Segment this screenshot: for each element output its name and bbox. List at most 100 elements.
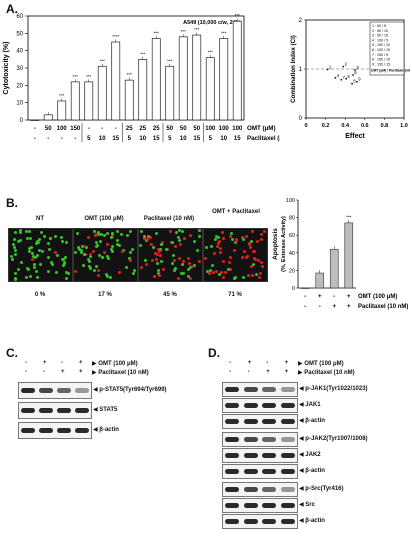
y-tick-label: 20	[289, 268, 295, 274]
cell-dot	[192, 240, 196, 244]
protein-band	[280, 518, 295, 524]
cell-dot	[229, 255, 232, 259]
paclitaxel-sign: -	[304, 303, 306, 310]
cell-dot	[17, 239, 21, 243]
protein-band	[262, 418, 277, 424]
cell-dot	[204, 257, 208, 261]
cell-dot	[35, 241, 39, 245]
micro-image-nt	[8, 228, 73, 282]
cell-dot	[214, 270, 218, 274]
apoptosis-bar-chart: 0 20 40 60 80 100 Apoptosis (%, Esterase Activi…	[272, 198, 408, 310]
protein-band	[225, 486, 240, 492]
cell-dot	[61, 240, 65, 244]
cell-dot	[80, 251, 84, 255]
protein-band	[243, 486, 258, 492]
cell-dot	[47, 242, 51, 246]
micro-title-combo: OMT + Paclitaxel	[212, 209, 260, 215]
cell-dot	[219, 250, 223, 254]
paclitaxel-dose-label: 15	[112, 136, 119, 142]
legend-entry: 1 : 50 / 5	[372, 24, 386, 28]
protein-band	[243, 418, 258, 424]
significance-mark: ***	[194, 27, 200, 32]
cell-dot	[75, 231, 79, 235]
cell-dot	[116, 229, 120, 233]
cell-dot	[19, 238, 23, 242]
omt-sign: +	[347, 293, 351, 300]
protein-band	[225, 518, 240, 524]
cell-dot	[170, 241, 174, 245]
cell-dot	[92, 269, 96, 273]
paclitaxel-dose-label: 15	[193, 136, 200, 142]
cell-dot	[110, 245, 114, 249]
cell-dot	[143, 236, 147, 240]
y-tick-label: 60	[16, 14, 23, 20]
cell-dot	[217, 236, 220, 240]
omt-dose-label: 50	[180, 126, 187, 132]
cell-dot	[116, 242, 120, 246]
cell-dot	[242, 276, 246, 280]
cell-dot	[220, 231, 224, 235]
protein-band	[39, 387, 53, 393]
cell-dot	[139, 244, 143, 248]
paclitaxel-sign: +	[347, 303, 351, 310]
cell-dot	[172, 258, 176, 262]
significance-mark: ***	[154, 31, 160, 36]
data-point	[356, 80, 358, 83]
omt-dose-label: -	[34, 126, 36, 132]
protein-band	[39, 427, 53, 433]
cell-dot	[54, 271, 58, 275]
cell-dot	[149, 243, 153, 247]
cell-dot	[88, 254, 92, 258]
protein-band	[75, 407, 89, 413]
cell-dot	[13, 253, 17, 257]
cell-dot	[51, 263, 55, 267]
bar	[300, 287, 310, 289]
blot-row-label: ◀ p-JAK2(Tyr1007/1008)	[299, 435, 368, 442]
cell-dot	[118, 243, 122, 247]
cell-dot	[87, 259, 91, 263]
paclitaxel-dose-label: 15	[234, 136, 241, 142]
cell-dot	[63, 262, 67, 266]
protein-band	[243, 402, 258, 408]
cell-dot	[54, 251, 58, 255]
cell-dot	[129, 251, 133, 255]
cell-dot	[178, 238, 182, 242]
cell-dot	[30, 257, 34, 261]
paclitaxel-sign: +	[61, 369, 65, 375]
cell-dot	[178, 229, 182, 233]
y-tick-label: 0	[20, 118, 24, 124]
cell-dot	[209, 244, 213, 248]
blot-strip	[18, 402, 92, 419]
cell-dot	[84, 245, 88, 249]
cell-dot	[157, 272, 161, 276]
cell-dot	[251, 249, 255, 253]
protein-band	[280, 502, 295, 508]
cell-dot	[97, 269, 101, 273]
cell-dot	[64, 240, 68, 244]
omt-row-label: OMT (μM)	[247, 125, 276, 132]
protein-band	[262, 386, 277, 392]
cell-dot	[106, 242, 110, 246]
y-tick-label: 1	[299, 67, 303, 73]
cell-dot	[256, 239, 260, 243]
x-tick-label: 0.2	[322, 123, 330, 129]
cell-dot	[159, 248, 163, 252]
data-point-label: 5	[347, 74, 350, 79]
protein-band	[225, 402, 240, 408]
omt-dose-label: 50	[45, 126, 52, 132]
cell-dot	[16, 267, 20, 271]
significance-mark: ***	[167, 58, 173, 63]
cell-dot	[63, 255, 67, 259]
cell-dot	[109, 276, 113, 280]
y-tick-label: 40	[16, 49, 23, 55]
cell-dot	[106, 231, 110, 235]
bar	[219, 38, 229, 121]
cell-dot	[13, 272, 17, 276]
cell-dot	[34, 255, 38, 259]
cell-dot	[259, 238, 263, 242]
significance-mark: ***	[221, 31, 227, 36]
cell-dot	[193, 264, 197, 268]
cell-dot	[233, 249, 237, 253]
protein-band	[39, 407, 53, 413]
cell-dot	[187, 261, 191, 265]
